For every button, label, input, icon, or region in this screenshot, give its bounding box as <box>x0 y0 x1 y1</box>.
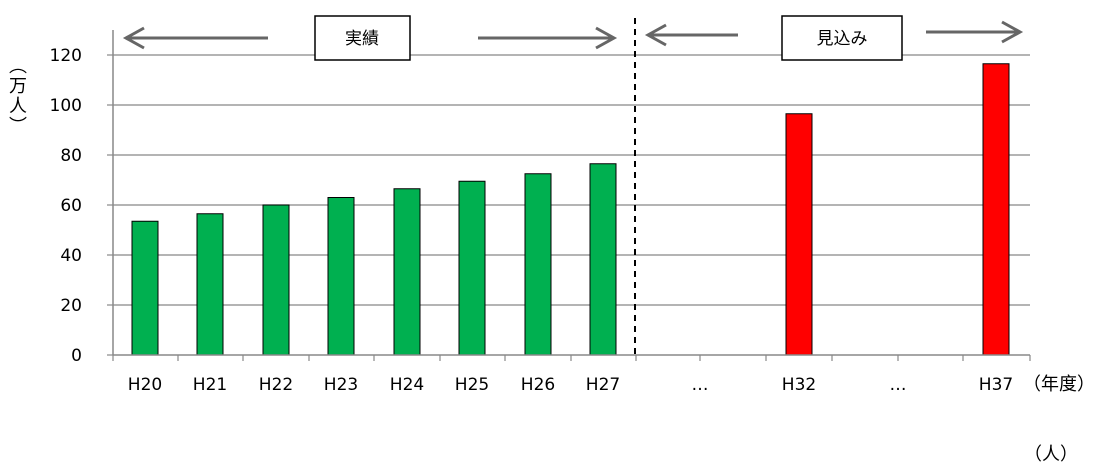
forecast-section-annotation: 見込み <box>644 15 1024 61</box>
bar-h26 <box>524 173 552 356</box>
x-tick-label: H23 <box>324 375 358 395</box>
bars <box>131 63 1010 356</box>
y-tick-labels: 0 20 40 60 80 100 120 <box>50 46 82 366</box>
x-axis-label: （年度） <box>1023 374 1095 395</box>
x-tick-label: … <box>890 375 907 395</box>
left-arrow-head-icon <box>122 26 145 50</box>
x-tick-label: H20 <box>128 375 162 395</box>
bar-h27 <box>589 163 617 356</box>
x-tick-label: H21 <box>193 375 227 395</box>
bar-h25 <box>458 180 486 356</box>
x-tick-labels: H20 H21 H22 H23 H24 H25 H26 H27 … H32 … H37 <box>128 375 1013 395</box>
x-tick-label: H22 <box>259 375 293 395</box>
bar-h37 <box>982 63 1010 356</box>
y-tick-label: 40 <box>60 246 82 266</box>
gridlines <box>107 54 1030 356</box>
bar-h23 <box>327 197 355 356</box>
actual-label: 実績 <box>345 29 379 49</box>
bar-h21 <box>196 213 224 356</box>
y-tick-label: 100 <box>50 96 82 116</box>
y-tick-label: 20 <box>60 296 82 316</box>
actual-section-annotation: 実績 <box>122 15 618 61</box>
actual-label-box <box>314 15 411 61</box>
x-tick-label: H24 <box>390 375 424 395</box>
y-tick-label: 80 <box>60 146 82 166</box>
axes <box>112 30 1031 361</box>
left-arrow-head-icon <box>644 23 667 47</box>
x-tick-label: … <box>692 375 709 395</box>
bar-h20 <box>131 220 159 356</box>
y-tick-label: 0 <box>71 346 82 366</box>
forecast-label: 見込み <box>817 29 868 49</box>
bottom-unit-label: （人） <box>1024 444 1078 465</box>
x-tick-label: H26 <box>521 375 555 395</box>
forecast-label-box <box>781 15 903 61</box>
y-tick-label: 60 <box>60 196 82 216</box>
bar-h32 <box>785 113 813 356</box>
x-tick-label: H32 <box>782 375 816 395</box>
x-tick-label: H37 <box>979 375 1013 395</box>
x-tick-label: H25 <box>455 375 489 395</box>
y-tick-label: 120 <box>50 46 82 66</box>
bar-h24 <box>393 188 421 356</box>
bar-h22 <box>262 204 290 356</box>
y-axis-label: ︵万人︶ <box>9 56 27 137</box>
right-arrow-head-icon <box>595 26 618 50</box>
right-arrow-head-icon <box>1001 20 1024 44</box>
x-tick-label: H27 <box>586 375 620 395</box>
